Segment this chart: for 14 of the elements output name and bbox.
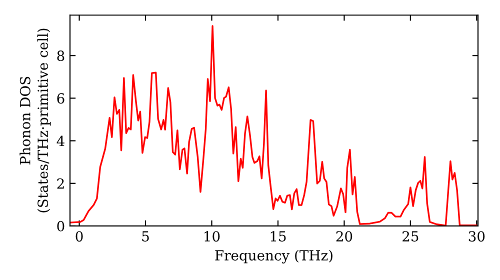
y-tick-label: 0 (57, 220, 64, 232)
x-tick-label: 20 (336, 231, 352, 242)
y-tick-label: 2 (57, 178, 64, 189)
y-tick-label: 6 (57, 93, 64, 104)
x-axis-title: Frequency (THz) (215, 250, 332, 264)
x-tick-label: 25 (402, 231, 418, 242)
x-tick-label: 15 (270, 231, 286, 242)
y-tick-label: 8 (57, 50, 64, 62)
y-tick-label: 4 (56, 136, 64, 146)
y-axis-title: Phonon DOS (States/THz·primitive cell) (20, 28, 51, 212)
x-tick-label: 5 (142, 231, 149, 242)
x-tick-label: 0 (76, 231, 83, 242)
x-tick-label: 30 (468, 231, 485, 242)
x-tick-label: 10 (204, 231, 220, 242)
